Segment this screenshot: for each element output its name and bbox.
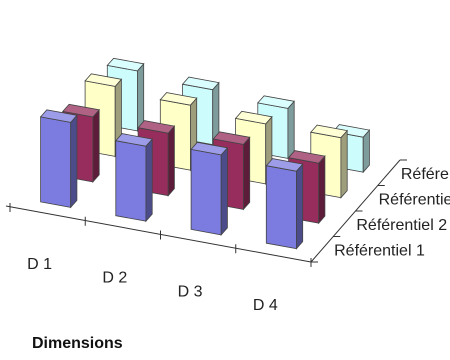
bar-top-face [190,141,229,156]
series-label: Référentiel 2 [356,217,447,234]
bars-layer [39,57,371,250]
bar-side-face [318,155,326,225]
bar-top-face [39,109,78,123]
series-label: Référentiel 4 [401,166,450,183]
bar-top-face [332,124,371,138]
bar-side-face [92,108,100,183]
bar-top-face [84,73,123,87]
x-tick-label: D 3 [178,283,203,300]
bar-top-face [310,124,348,139]
bar-top-face [265,158,304,172]
x-tick-label: D 2 [102,270,127,287]
bar-side-face [145,138,153,223]
bar-top-face [137,120,176,134]
series-label: Référentiel 1 [334,242,425,259]
bar-side-face [340,129,348,199]
labels-layer: D 1 D 2 D 3 D 4 Référentiel 1 Référentiel 2 Ré… [27,166,450,314]
bar-side-face [287,100,295,160]
bar [39,109,78,209]
bar-front-face [40,116,72,208]
bar-top-face [62,103,100,118]
bar-side-face [242,136,251,211]
axis-layer [5,159,407,267]
bar [115,133,153,223]
bar-top-face [212,131,251,145]
bar-top-face [181,76,220,91]
bar [265,158,304,250]
x-axis-line [5,205,312,263]
bar-side-face [70,114,78,209]
bar-top-face [234,110,273,125]
bar-top-face [287,150,326,164]
bar-top-face [115,133,153,147]
bar-top-face [106,57,145,72]
bar-front-face [190,148,222,236]
x-tick-label: D 1 [27,256,52,273]
bar-front-face [115,140,147,222]
bar-side-face [220,146,228,236]
bar-top-face [159,92,198,106]
series-label: Référentiel 3 [379,191,450,208]
x-axis-title: Dimensions [32,335,123,352]
bar-side-face [136,62,145,132]
bar-top-face [257,95,295,109]
x-tick-label: D 4 [253,297,278,314]
bar [190,141,229,236]
bar-side-face [295,163,304,250]
bar-side-face [167,125,175,197]
bar-front-face [265,165,297,250]
